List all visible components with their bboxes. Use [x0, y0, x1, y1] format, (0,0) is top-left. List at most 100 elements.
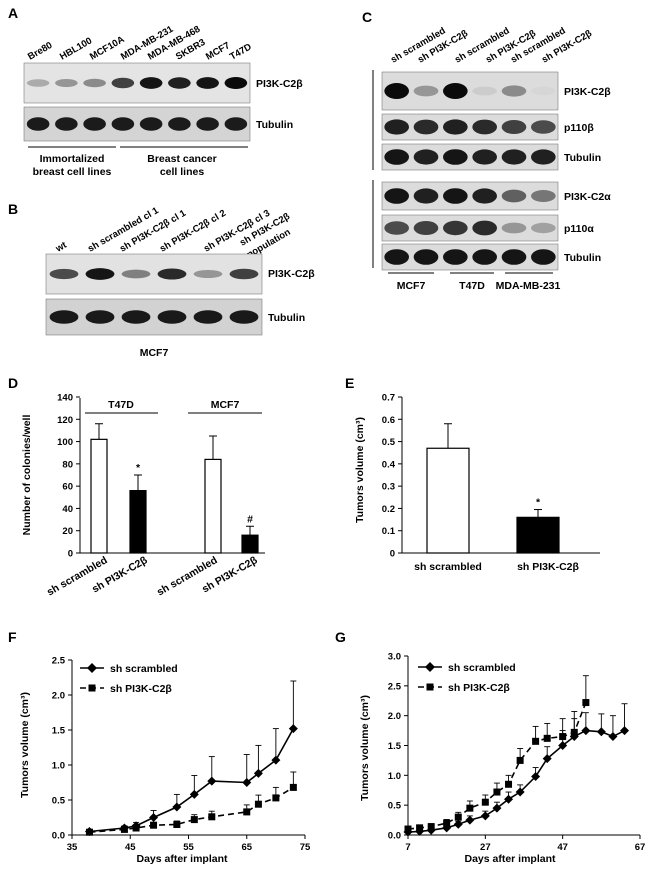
x-tick-label: 45: [125, 842, 136, 853]
blot-band: [413, 188, 439, 204]
blot-tubulin: [45, 298, 263, 336]
x-axis-label: Days after implant: [136, 853, 228, 865]
bands: [384, 119, 556, 135]
blot-band: [531, 149, 556, 165]
blot-label: p110α: [564, 223, 594, 235]
data-point: [480, 811, 490, 821]
bands: [384, 220, 556, 236]
blot-band: [196, 117, 219, 131]
lane-label: wt: [53, 239, 69, 255]
panel-e-letter: E: [345, 375, 354, 391]
bands: [26, 77, 248, 89]
blot-band: [413, 249, 439, 265]
blot-band: [472, 86, 497, 96]
data-point: [466, 804, 474, 812]
x-tick-label: 27: [480, 842, 491, 853]
blot-strip: [381, 113, 559, 141]
data-point: [272, 794, 280, 802]
data-point: [427, 823, 435, 831]
panel-g-letter: G: [335, 629, 346, 645]
blot-band: [139, 77, 163, 89]
data-point: [253, 768, 263, 778]
x-tick-label: 35: [67, 842, 78, 853]
data-point: [289, 783, 297, 791]
blot-band: [531, 120, 556, 134]
legend-label: sh PI3K-C2β: [448, 682, 510, 694]
blot-label: Tubulin: [564, 252, 601, 264]
data-point: [85, 828, 93, 836]
series-line: [89, 728, 295, 833]
blot-band: [443, 249, 468, 265]
panel-d-chart: Number of colonies/well 0 20 40 60 80 100 120 1…: [21, 393, 265, 598]
y-tick-label: 0.4: [382, 459, 396, 470]
blot-band: [168, 77, 191, 89]
blot-band: [157, 268, 187, 280]
data-point: [505, 780, 513, 788]
legend: sh scrambled sh PI3K-C2β: [418, 662, 516, 694]
blot-band: [501, 222, 527, 234]
blot-pi3k-c2b: [45, 253, 263, 295]
blot-band: [49, 310, 79, 324]
group-label: T47D: [108, 399, 134, 411]
group-label: MCF7: [211, 399, 240, 411]
data-point: [132, 824, 140, 832]
blot-band: [85, 268, 115, 280]
bands: [384, 249, 556, 265]
group-label: MCF7: [397, 280, 426, 292]
data-point: [558, 741, 568, 750]
y-tick-label: 0.0: [52, 831, 65, 842]
blot-band: [55, 117, 78, 131]
blot-band: [229, 310, 259, 324]
y-tick-label: 2.5: [52, 656, 66, 667]
y-tick-label: 100: [57, 437, 73, 448]
blot-band: [121, 310, 151, 324]
x-tick-label: 67: [635, 842, 646, 853]
blot-band: [443, 220, 468, 236]
panel-g-chart: Tumors volume (cm³) 0.0 0.5 1.0 1.5 2.0 2.5 3.…: [359, 652, 645, 866]
data-point: [288, 724, 298, 734]
data-point: [443, 819, 451, 827]
series-sh-scrambled: [84, 680, 298, 836]
group-label: MDA-MB-231: [496, 280, 561, 292]
y-tick-label: 120: [57, 415, 73, 426]
lane-label: MCF7: [204, 40, 232, 62]
panel-d-letter: D: [8, 375, 18, 391]
panel-a-letter: A: [8, 5, 18, 21]
blot-band: [85, 310, 115, 324]
data-point: [172, 802, 182, 812]
blot-label: Tubulin: [268, 312, 305, 324]
blot-label: PI3K-C2β: [256, 78, 303, 90]
group-label: Breast cancer: [147, 153, 216, 165]
panel-f-chart: Tumors volume (cm³) 0.0 0.5 1.0 1.5 2.0 2.5 35…: [19, 656, 311, 866]
y-tick-label: 2.0: [52, 691, 65, 702]
bars: *: [426, 423, 560, 554]
group-label: cell lines: [160, 166, 205, 178]
blot-band: [26, 117, 50, 131]
data-point: [454, 813, 462, 821]
x-tick-label: sh PI3K-C2β: [517, 561, 579, 573]
blot-band: [501, 189, 527, 203]
y-tick-label: 3.0: [388, 652, 401, 663]
data-point: [481, 798, 489, 806]
data-point: [254, 800, 262, 808]
blot-band: [26, 79, 50, 87]
blot-strip: [381, 214, 559, 242]
legend-marker: [87, 663, 97, 673]
blot-band: [413, 221, 439, 235]
y-tick-label: 0.3: [382, 482, 395, 493]
data-point: [465, 815, 475, 825]
data-point: [149, 813, 159, 822]
bands: [49, 310, 259, 324]
bands: [384, 149, 556, 165]
series-sh-pi3k-c2b: [85, 771, 297, 836]
y-tick-label: 60: [62, 482, 73, 493]
significance-mark: *: [136, 462, 141, 474]
x-tick-label: 7: [405, 842, 410, 853]
blot-strip: [381, 243, 559, 271]
legend: sh scrambled sh PI3K-C2β: [80, 663, 178, 695]
y-tick-label: 1.5: [52, 726, 66, 737]
data-point: [120, 825, 128, 833]
y-tick-label: 0.1: [382, 526, 396, 537]
blot-band: [224, 77, 248, 89]
